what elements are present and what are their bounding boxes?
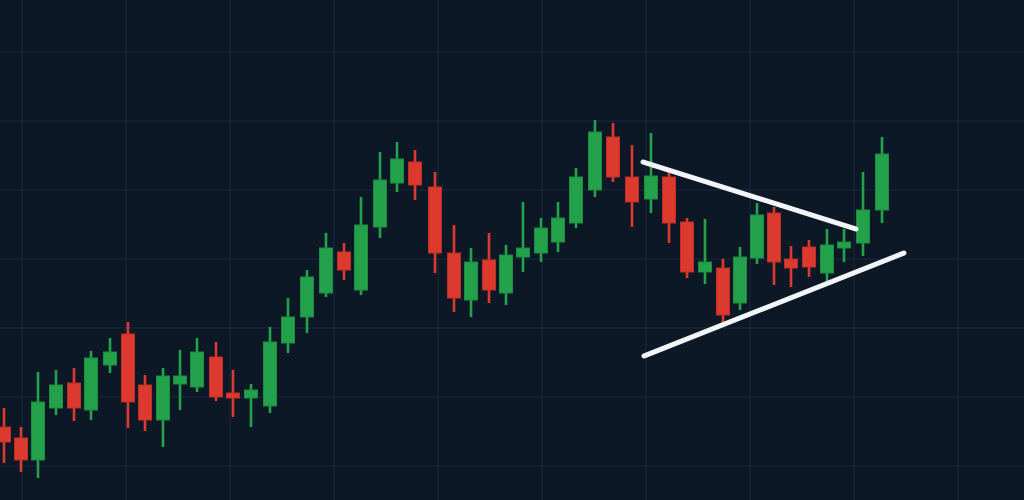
candle-body-30-bull bbox=[516, 247, 530, 258]
candle-body-4-bull bbox=[49, 384, 63, 409]
candle-body-12-bull bbox=[190, 351, 204, 388]
candle-body-19-bull bbox=[319, 247, 333, 294]
candle-body-5-bear bbox=[67, 382, 81, 409]
candle-body-35-bear bbox=[606, 136, 620, 178]
candle-body-18-bull bbox=[300, 276, 314, 318]
candle-body-8-bear bbox=[121, 333, 135, 403]
candle-body-48-bull bbox=[837, 241, 851, 249]
candle-body-3-bull bbox=[31, 401, 45, 461]
candle-body-22-bull bbox=[373, 179, 387, 228]
candle-body-21-bull bbox=[354, 224, 368, 291]
candle-body-27-bull bbox=[464, 261, 478, 301]
candle-body-1-bear bbox=[0, 426, 11, 443]
candle-body-17-bull bbox=[281, 316, 295, 344]
candle-body-33-bull bbox=[569, 176, 583, 224]
candle-body-39-bear bbox=[680, 221, 694, 273]
candle-body-31-bull bbox=[534, 227, 548, 254]
candle-body-7-bull bbox=[103, 351, 117, 366]
candle-body-9-bear bbox=[138, 384, 152, 421]
candle-body-32-bull bbox=[551, 217, 565, 243]
candle-body-38-bear bbox=[662, 176, 676, 224]
candle-body-26-bear bbox=[447, 252, 461, 299]
candle-body-15-bull bbox=[244, 389, 258, 399]
candle-body-28-bear bbox=[482, 259, 496, 291]
candle-body-23-bull bbox=[390, 158, 404, 184]
candle-body-25-bear bbox=[428, 186, 442, 254]
candle-body-49-bull bbox=[856, 209, 870, 244]
candle-body-29-bull bbox=[499, 254, 513, 294]
candle-body-13-bear bbox=[209, 356, 223, 398]
trendline-upper-resistance bbox=[640, 159, 859, 232]
candle-body-11-bull bbox=[173, 375, 187, 385]
candle-body-47-bull bbox=[820, 244, 834, 274]
candle-body-6-bull bbox=[84, 357, 98, 411]
candle-body-34-bull bbox=[588, 131, 602, 191]
candle-body-2-bear bbox=[14, 437, 28, 461]
candle-body-36-bear bbox=[625, 176, 639, 203]
candle-body-44-bear bbox=[767, 212, 781, 263]
candle-body-14-bear bbox=[226, 392, 240, 399]
candle-body-50-bull bbox=[875, 153, 889, 211]
candle-body-43-bull bbox=[750, 214, 764, 259]
candle-body-46-bear bbox=[802, 246, 816, 268]
candle-body-16-bull bbox=[263, 341, 277, 407]
candle-body-41-bear bbox=[716, 267, 730, 316]
candle-body-40-bull bbox=[698, 261, 712, 273]
candle-body-10-bull bbox=[156, 375, 170, 421]
candle-body-24-bear bbox=[408, 161, 422, 186]
candle-body-37-bull bbox=[644, 175, 658, 200]
candle-body-42-bull bbox=[733, 256, 747, 304]
trendline-lower-support bbox=[641, 250, 907, 359]
candle-body-20-bear bbox=[337, 251, 351, 271]
candle-body-45-bear bbox=[784, 258, 798, 269]
